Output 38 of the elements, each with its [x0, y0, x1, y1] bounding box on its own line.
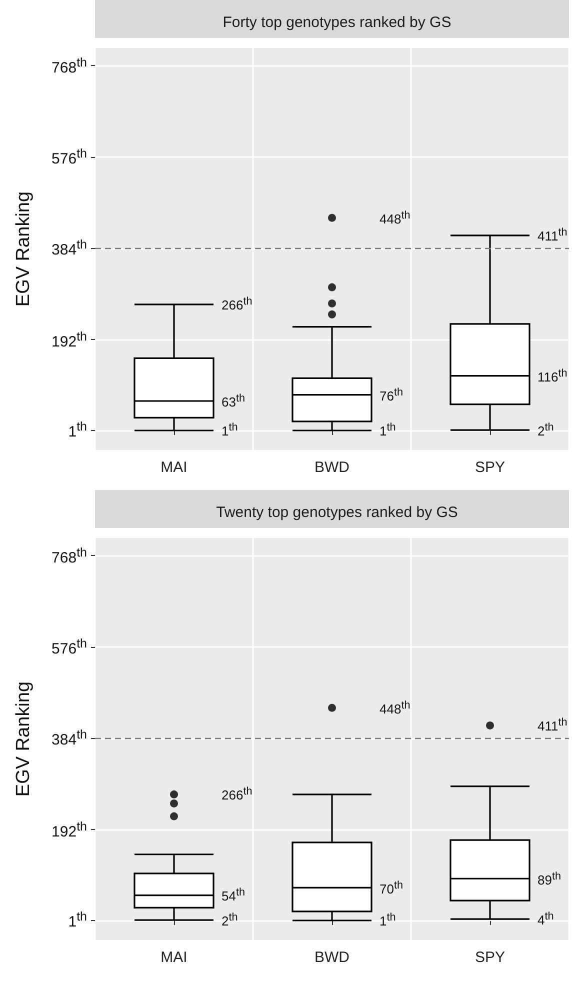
annotation: 4$^{th}$ — [538, 910, 554, 928]
y-tick-label: 384$^{th}$ — [52, 238, 87, 259]
x-tick-label: MAI — [160, 949, 188, 966]
y-axis-title: EGV Ranking — [13, 191, 34, 307]
annotation: 411$^{th}$ — [538, 226, 568, 244]
chart-title: Twenty top genotypes ranked by GS — [216, 504, 458, 521]
annotation: 266$^{th}$ — [222, 296, 252, 314]
y-tick-label: 768$^{th}$ — [52, 545, 87, 566]
annotation: 1$^{th}$ — [380, 912, 396, 930]
x-tick-label: SPY — [474, 949, 506, 966]
annotation: 70$^{th}$ — [380, 878, 403, 896]
y-tick-label: 768$^{th}$ — [52, 55, 87, 76]
annotation: 89$^{th}$ — [538, 870, 561, 888]
y-tick-label: 192$^{th}$ — [52, 819, 87, 840]
annotation: 54$^{th}$ — [222, 886, 245, 904]
annotation: 116$^{th}$ — [538, 367, 568, 384]
annotation: 1$^{th}$ — [380, 422, 396, 440]
annotation: 266$^{th}$ — [222, 786, 252, 804]
y-axis-title: EGV Ranking — [13, 681, 34, 797]
x-tick-label: MAI — [160, 459, 188, 476]
annotation: 411$^{th}$ — [538, 716, 568, 734]
annotation: 1$^{th}$ — [222, 422, 238, 440]
y-tick-label: 192$^{th}$ — [52, 329, 87, 350]
annotation: 448$^{th}$ — [380, 209, 410, 226]
annotation: 448$^{th}$ — [380, 699, 410, 716]
y-tick-label: 576$^{th}$ — [52, 636, 87, 658]
y-tick-label: 576$^{th}$ — [52, 146, 87, 168]
x-tick-label: BWD — [314, 459, 350, 476]
x-tick-label: SPY — [474, 459, 506, 476]
y-tick-label: 384$^{th}$ — [52, 728, 87, 749]
x-tick-label: BWD — [314, 949, 350, 966]
y-tick-label: 1$^{th}$ — [68, 910, 87, 931]
chart-title: Forty top genotypes ranked by GS — [222, 14, 452, 31]
annotation: 2$^{th}$ — [538, 421, 554, 439]
annotation: 63$^{th}$ — [222, 392, 245, 410]
annotation: 76$^{th}$ — [380, 386, 403, 404]
annotation: 2$^{th}$ — [222, 911, 238, 929]
y-tick-label: 1$^{th}$ — [68, 420, 87, 441]
